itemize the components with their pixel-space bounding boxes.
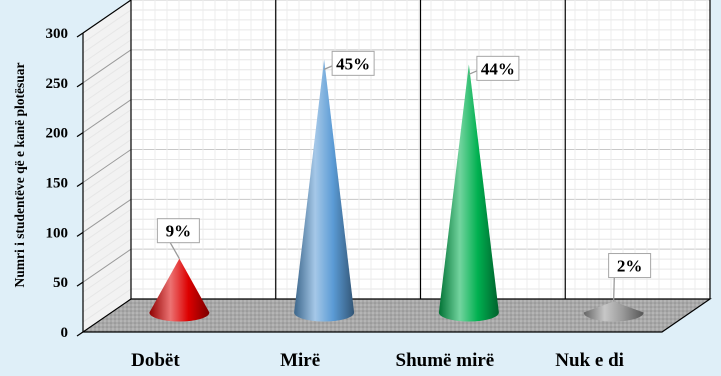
gridline-side bbox=[82, 99, 132, 134]
x-category-label: Mirë bbox=[280, 350, 320, 371]
gridline-side bbox=[82, 228, 132, 263]
gridline-side bbox=[82, 9, 132, 44]
y-tick-label: 100 bbox=[46, 225, 69, 241]
y-tick-label: 50 bbox=[53, 275, 68, 291]
gridline-side bbox=[82, 79, 132, 114]
gridline-side bbox=[82, 19, 132, 54]
data-label: 9% bbox=[156, 218, 200, 260]
cones bbox=[149, 59, 644, 322]
gridline-side bbox=[82, 238, 132, 273]
data-label-box bbox=[331, 50, 375, 76]
gridline-side bbox=[82, 178, 132, 213]
y-tick-mark bbox=[76, 32, 84, 38]
cone-mirë bbox=[294, 59, 355, 322]
y-axis-ticks: 0 50 100 150 200 250 300 bbox=[46, 26, 84, 341]
y-tick-label: 150 bbox=[46, 176, 69, 192]
cone-body bbox=[583, 301, 644, 322]
data-label-text: 44% bbox=[481, 59, 515, 78]
gridline-side bbox=[82, 159, 132, 193]
y-tick-mark bbox=[76, 132, 84, 138]
gridline-side bbox=[82, 268, 132, 303]
gridline-side bbox=[82, 139, 132, 173]
gridline-side bbox=[82, 39, 132, 74]
cone-dobët bbox=[149, 258, 210, 322]
gridline-side bbox=[82, 49, 132, 84]
x-category-label: Dobët bbox=[131, 350, 180, 371]
plot-floor bbox=[81, 298, 712, 333]
y-axis-title: Numri i studentëve që e kanë plotësuar bbox=[12, 63, 27, 288]
data-label: 45% bbox=[323, 50, 375, 76]
gridline-side bbox=[82, 59, 132, 94]
data-label-text: 9% bbox=[166, 222, 192, 241]
gridline-side bbox=[82, 109, 132, 144]
gridline-side bbox=[82, 69, 132, 104]
x-axis-categories: Dobët Mirë Shumë mirë Nuk e di bbox=[131, 350, 624, 371]
cone-nuk-e-di bbox=[583, 301, 644, 322]
data-labels: 9% 45% 44% 2% bbox=[156, 50, 652, 302]
data-label-text: 45% bbox=[336, 54, 370, 73]
cone-body bbox=[149, 258, 210, 322]
data-label-text: 2% bbox=[617, 257, 643, 276]
gridline-side bbox=[82, 89, 132, 124]
gridline-side bbox=[82, 129, 132, 163]
data-label-box bbox=[608, 253, 652, 279]
data-label: 44% bbox=[468, 55, 520, 81]
wall-top-edge bbox=[82, 0, 132, 34]
gridline-side bbox=[82, 248, 132, 283]
gridline-side bbox=[82, 258, 132, 293]
data-label: 2% bbox=[608, 253, 652, 302]
cone-shumë-mirë bbox=[438, 64, 499, 322]
cone-body bbox=[438, 64, 499, 322]
gridline-side bbox=[82, 198, 132, 233]
data-label-box bbox=[156, 218, 200, 244]
gridline-side bbox=[82, 169, 132, 203]
gridline-side bbox=[82, 278, 132, 313]
y-tick-mark bbox=[76, 82, 84, 88]
gridline-side bbox=[82, 119, 132, 154]
y-tick-mark bbox=[76, 182, 84, 187]
gridline-side bbox=[82, 188, 132, 223]
gridline-side bbox=[82, 288, 132, 323]
y-tick-mark bbox=[76, 331, 84, 337]
floor-plane bbox=[81, 298, 712, 333]
y-tick-mark bbox=[76, 281, 84, 287]
cone-body bbox=[294, 59, 355, 322]
x-category-label: Shumë mirë bbox=[396, 350, 495, 371]
gridline-side bbox=[82, 149, 132, 183]
gridline-side bbox=[82, 29, 132, 64]
data-label-box bbox=[476, 55, 520, 81]
plot-walls bbox=[82, 0, 711, 333]
y-tick-label: 200 bbox=[46, 126, 69, 142]
y-tick-label: 250 bbox=[46, 76, 69, 92]
gridline-side bbox=[82, 208, 132, 243]
y-tick-label: 0 bbox=[61, 325, 69, 341]
y-tick-mark bbox=[76, 231, 84, 237]
gridline-side bbox=[82, 218, 132, 253]
x-category-label: Nuk e di bbox=[555, 350, 624, 371]
y-tick-label: 300 bbox=[46, 26, 69, 42]
